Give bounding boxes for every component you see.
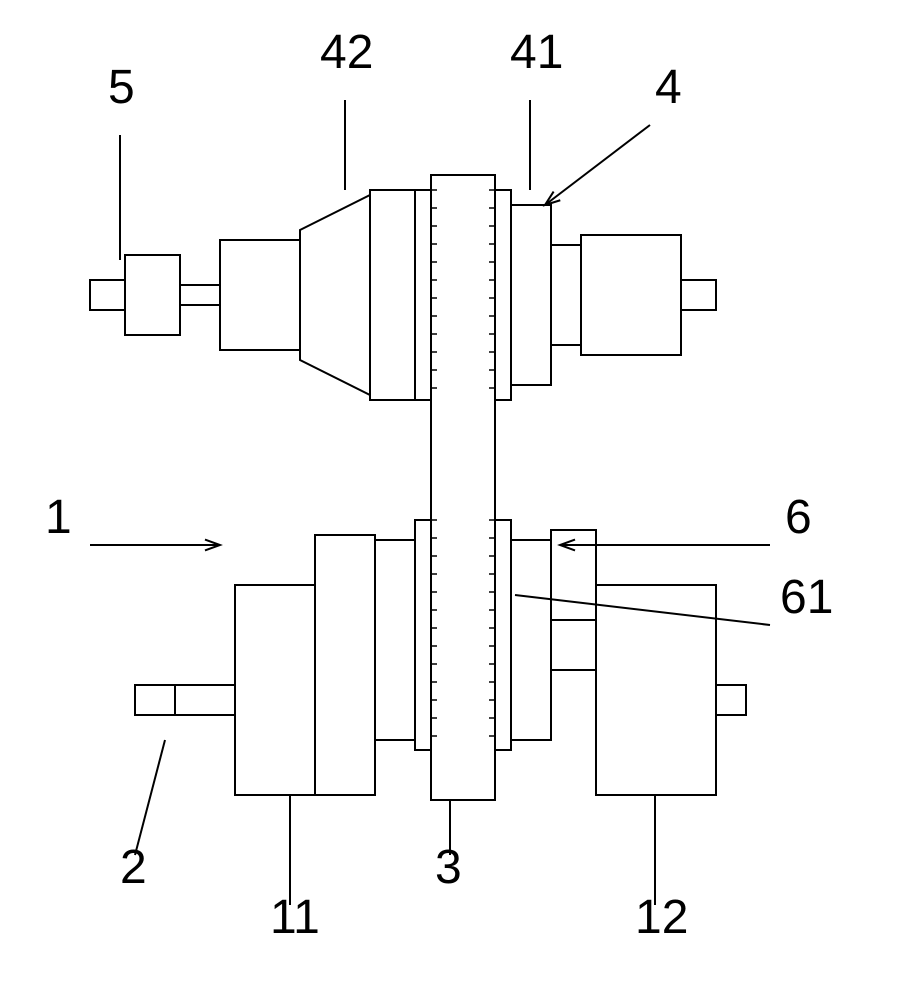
label-6: 6 (785, 490, 812, 545)
label-5: 5 (108, 60, 135, 115)
label-4: 4 (655, 60, 682, 115)
label-11: 11 (270, 890, 320, 945)
label-12: 12 (635, 890, 688, 945)
label-2: 2 (120, 840, 147, 895)
label-41: 41 (510, 25, 563, 80)
label-42: 42 (320, 25, 373, 80)
label-3: 3 (435, 840, 462, 895)
label-61: 61 (780, 570, 833, 625)
label-1: 1 (45, 490, 72, 545)
